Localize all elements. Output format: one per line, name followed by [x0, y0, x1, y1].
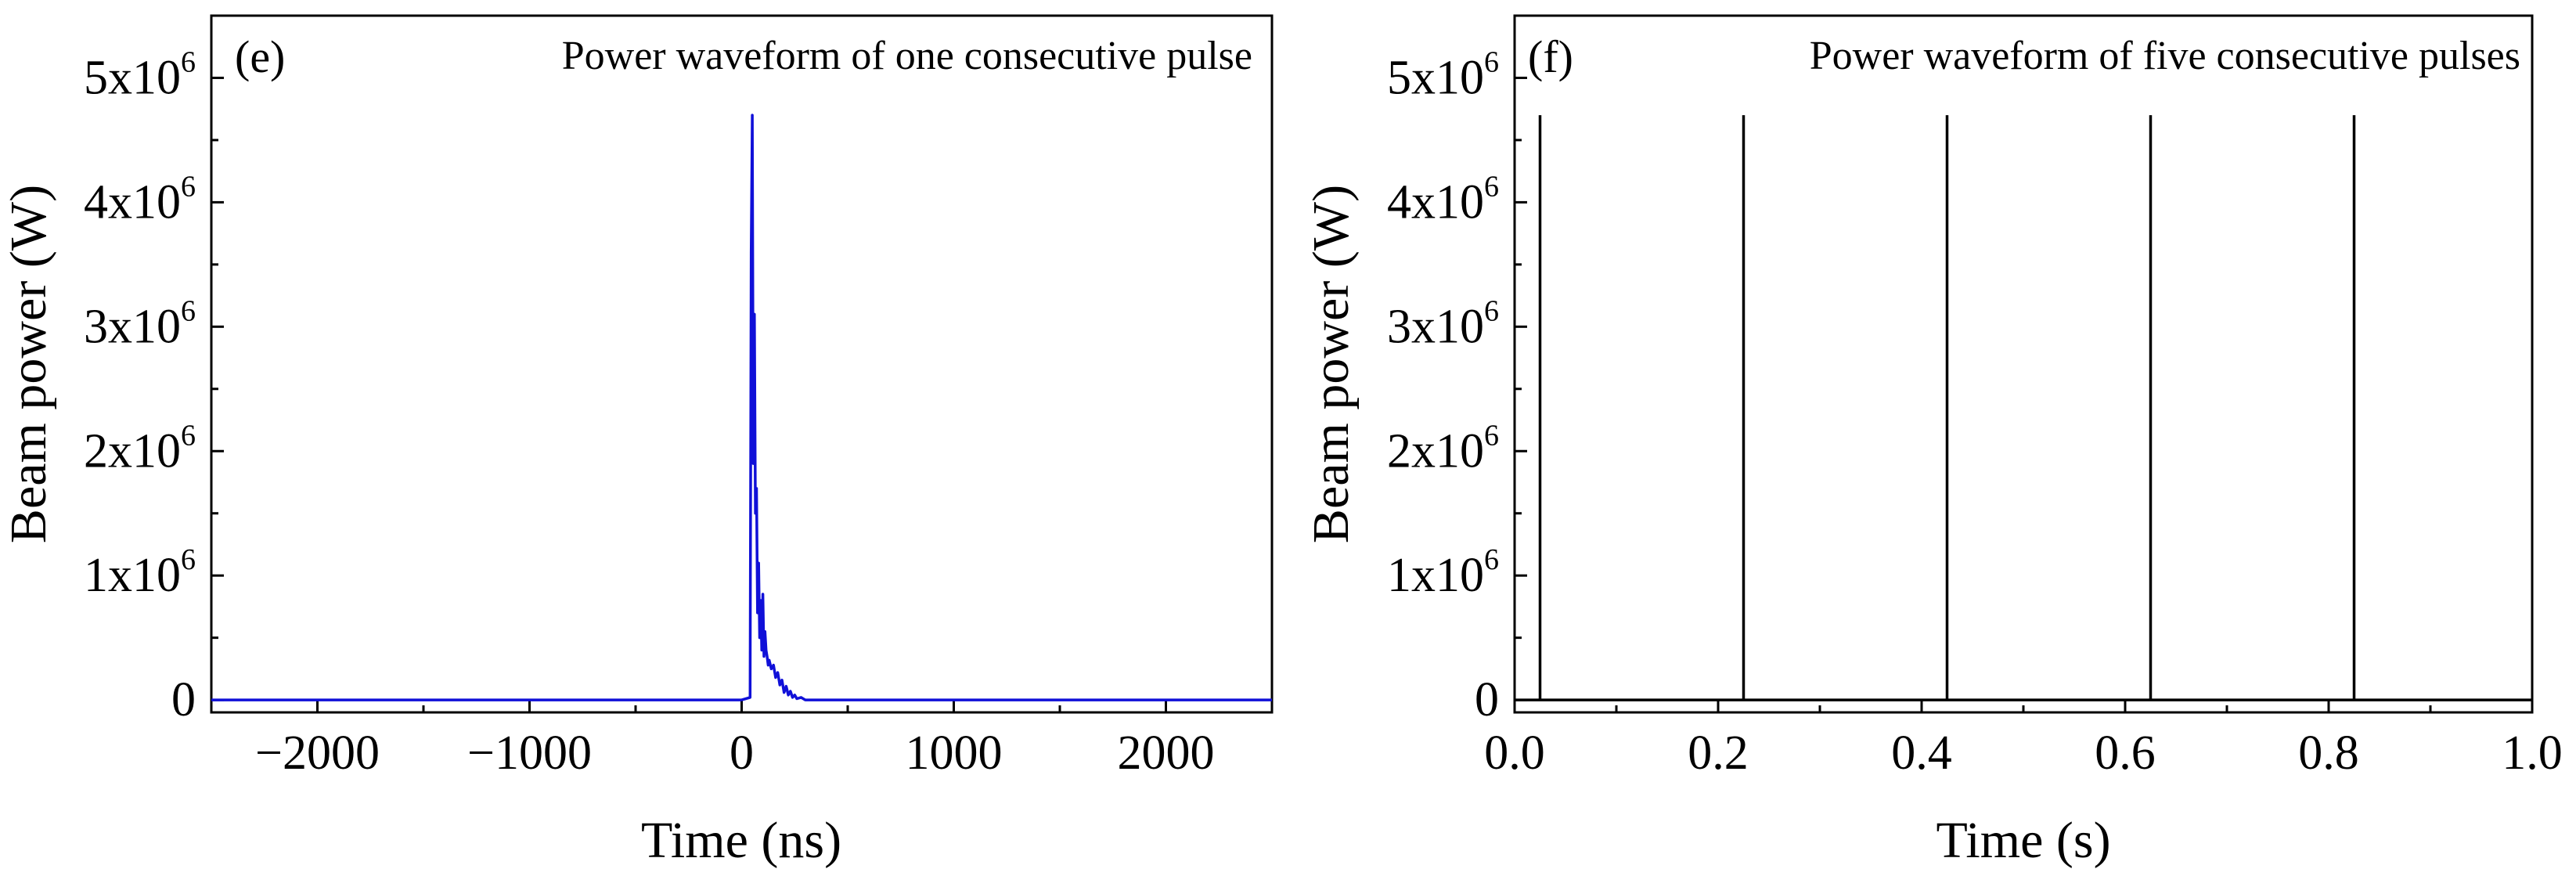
- chart-panel-f: (f) Power waveform of five consecutive p…: [1302, 14, 2563, 869]
- y-tick-label: 0: [171, 673, 196, 726]
- y-tick-label: 1x106: [84, 543, 196, 602]
- y-tick-label: 0: [1475, 673, 1499, 726]
- x-tick-label: 0.6: [2095, 726, 2156, 780]
- y-tick-label: 3x106: [84, 294, 196, 353]
- plot-frame-f: [1513, 14, 2534, 714]
- x-tick-label: 2000: [1118, 726, 1215, 780]
- ticks-e: −2000 −1000 0 1000 2000 0 1x106 2x106 3x106 4x106…: [84, 45, 1215, 780]
- x-tick-label: 0.2: [1688, 726, 1749, 780]
- y-tick-label: 4x106: [84, 170, 196, 229]
- y-axis-title-f: Beam power (W): [1302, 185, 1360, 543]
- y-tick-label: 3x106: [1387, 294, 1499, 353]
- x-tick-label: 1.0: [2502, 726, 2563, 780]
- x-axis-title-f: Time (s): [1936, 812, 2110, 869]
- series-f: [1515, 115, 2532, 701]
- y-tick-label: 2x106: [84, 419, 196, 478]
- x-tick-label: 0: [730, 726, 754, 780]
- ticks-f: 0.0 0.2 0.4 0.6 0.8 1.0 0 1x106 2x106 3x106 4x106 5…: [1387, 45, 2563, 780]
- y-tick-label: 2x106: [1387, 419, 1499, 478]
- y-tick-label: 5x106: [84, 45, 196, 104]
- panel-label-f: (f): [1528, 31, 1573, 82]
- x-tick-label: 1000: [906, 726, 1003, 780]
- plot-frame-e: [210, 14, 1274, 714]
- x-tick-label: 0.0: [1484, 726, 1545, 780]
- chart-panel-e: (e) Power waveform of one consecutive pu…: [0, 14, 1274, 869]
- x-tick-label: −2000: [255, 726, 380, 780]
- y-tick-label: 5x106: [1387, 45, 1499, 104]
- panel-label-e: (e): [235, 31, 285, 82]
- x-tick-label: −1000: [467, 726, 592, 780]
- x-tick-label: 0.8: [2298, 726, 2359, 780]
- series-e: [211, 114, 1272, 701]
- y-tick-label: 4x106: [1387, 170, 1499, 229]
- series-line: [211, 114, 1272, 701]
- y-tick-label: 1x106: [1387, 543, 1499, 602]
- y-axis-title-e: Beam power (W): [0, 185, 57, 543]
- panel-title-e: Power waveform of one consecutive pulse: [562, 34, 1252, 78]
- panel-title-f: Power waveform of five consecutive pulse…: [1810, 34, 2520, 78]
- x-axis-title-e: Time (ns): [641, 812, 841, 869]
- x-tick-label: 0.4: [1891, 726, 1952, 780]
